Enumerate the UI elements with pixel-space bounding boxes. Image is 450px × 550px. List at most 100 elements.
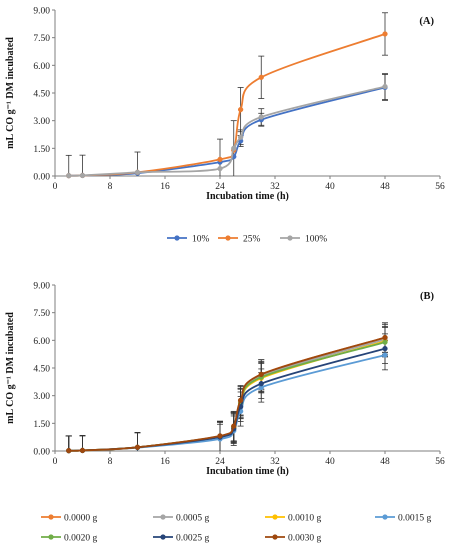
series-line-1 (68, 33, 386, 177)
legend-label: 100% (305, 235, 327, 245)
y-tick-label: 4.50 (33, 365, 50, 375)
data-point (258, 114, 264, 120)
y-tick-label: 3.00 (33, 117, 50, 127)
y-tick-label: 7.50 (33, 309, 50, 319)
data-point (382, 83, 388, 90)
legend: 0.0000 g 0.0005 g 0.0010 g 0.0015 g 0.0020 g… (41, 514, 432, 544)
error-bars-4 (65, 327, 388, 451)
legend-marker (287, 235, 293, 241)
y-axis-label: mL CO g⁻¹ DM incubated (5, 312, 16, 424)
data-point (66, 447, 72, 454)
data-point (237, 106, 244, 113)
error-bars-6 (65, 322, 388, 451)
x-tick-label: 48 (380, 457, 390, 467)
legend-label: 0.0030 g (288, 534, 322, 544)
y-tick-label: 0.00 (33, 448, 50, 458)
legend-item: 0.0030 g (265, 534, 322, 544)
legend-label: 25% (243, 235, 261, 245)
legend-marker (272, 534, 278, 540)
x-tick-label: 40 (325, 182, 335, 192)
x-axis-label: Incubation time (h) (206, 466, 289, 477)
x-tick-label: 48 (380, 182, 390, 192)
legend-marker (272, 514, 278, 520)
y-tick-label: 6.00 (33, 62, 50, 72)
legend-item: 25% (218, 235, 261, 245)
legend-marker (174, 235, 180, 241)
data-point (217, 156, 223, 163)
data-point (79, 447, 86, 454)
data-point (382, 345, 388, 352)
panel-a: 0.00 1.50 3.00 4.50 6.00 7.50 9.00 0 8 16 24 32 40 48… (5, 7, 445, 245)
error-bars-1 (65, 324, 388, 451)
legend-marker (160, 534, 166, 540)
y-tick-label: 0.00 (33, 173, 50, 183)
x-tick-label: 16 (160, 182, 170, 192)
error-bars-0 (237, 74, 388, 147)
legend-label: 10% (192, 235, 210, 245)
x-axis-label: Incubation time (h) (206, 191, 289, 202)
legend-item: 0.0015 g (375, 514, 432, 524)
error-bars-2 (65, 326, 388, 451)
legend-marker (160, 514, 166, 520)
data-point (217, 433, 223, 439)
y-tick-label: 1.50 (33, 145, 50, 155)
legend-item: 10% (167, 235, 210, 245)
data-point (231, 145, 237, 151)
legend-item: 100% (280, 235, 327, 245)
y-tick-label: 1.50 (33, 420, 50, 430)
data-point (382, 31, 388, 37)
series-line-5 (68, 347, 386, 452)
x-tick-label: 8 (108, 182, 113, 192)
data-point (382, 339, 388, 345)
x-tick-label: 56 (435, 457, 445, 467)
panel-b: 0.00 1.50 3.00 4.50 6.00 7.50 9.00 0 8 16 24 32 40 48… (5, 282, 445, 544)
legend-marker (48, 514, 54, 520)
panel-label: (A) (419, 16, 434, 27)
legend: 10% 25% 100% (167, 235, 327, 245)
legend-item: 0.0020 g (41, 534, 98, 544)
data-point (134, 444, 141, 450)
legend-label: 0.0000 g (64, 514, 98, 524)
data-point (258, 74, 264, 80)
x-tick-label: 16 (160, 457, 170, 467)
legend-marker (225, 235, 231, 241)
x-tick-label: 32 (270, 182, 280, 192)
data-point (134, 169, 141, 175)
x-tick-label: 40 (325, 457, 335, 467)
data-point (258, 381, 264, 387)
data-point (382, 352, 388, 358)
y-tick-label: 7.50 (33, 34, 50, 44)
legend-label: 0.0025 g (176, 534, 210, 544)
y-tick-label: 3.00 (33, 392, 50, 402)
data-point (237, 397, 244, 403)
data-point (79, 172, 86, 179)
data-point (237, 134, 244, 140)
y-tick-label: 4.50 (33, 90, 50, 100)
series-line-0 (68, 86, 386, 177)
panel-label: (B) (420, 291, 435, 302)
error-bars-0 (65, 322, 388, 451)
legend-item: 0.0000 g (41, 514, 98, 524)
legend-marker (48, 534, 54, 540)
x-tick-label: 32 (270, 457, 280, 467)
legend-label: 0.0005 g (176, 514, 210, 524)
y-tick-label: 9.00 (33, 7, 50, 17)
legend-marker (382, 514, 388, 520)
x-tick-label: 56 (435, 182, 445, 192)
x-tick-label: 0 (53, 182, 58, 192)
legend-label: 0.0020 g (64, 534, 98, 544)
legend-item: 0.0005 g (153, 514, 210, 524)
x-tick-label: 0 (53, 457, 58, 467)
data-point (66, 172, 72, 179)
x-tick-label: 24 (215, 182, 225, 192)
data-point (217, 165, 223, 172)
y-axis-label: mL CO g⁻¹ DM incubated (5, 37, 16, 149)
x-tick-label: 8 (108, 457, 113, 467)
legend-label: 0.0010 g (288, 514, 322, 524)
y-tick-label: 9.00 (33, 282, 50, 292)
data-point (258, 371, 264, 378)
legend-item: 0.0025 g (153, 534, 210, 544)
y-tick-label: 6.00 (33, 337, 50, 347)
legend-item: 0.0010 g (265, 514, 322, 524)
